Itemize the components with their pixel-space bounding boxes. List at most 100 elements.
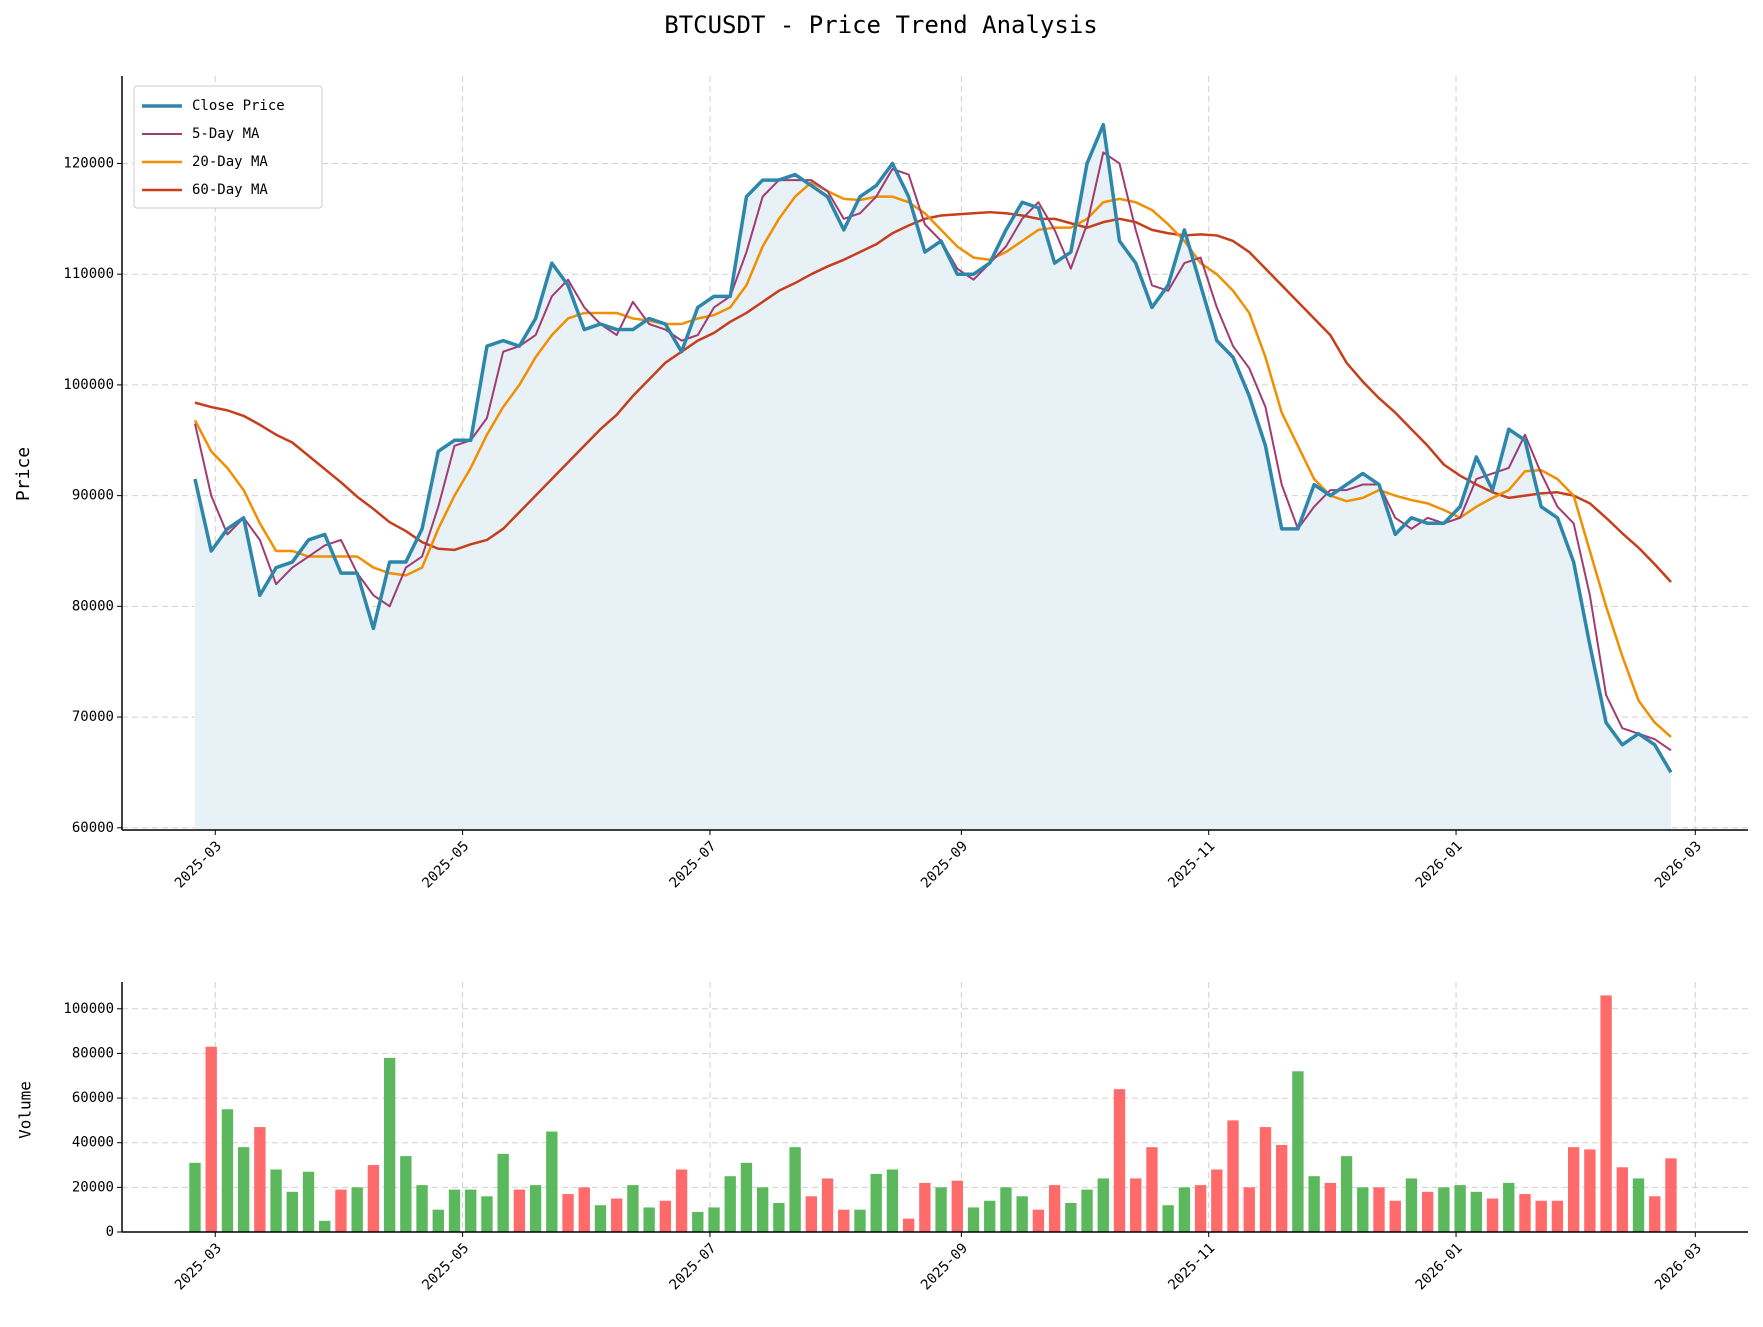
volume-bar <box>513 1189 526 1232</box>
volume-bar <box>383 1057 396 1232</box>
y-tick-label: 60000 <box>72 1090 114 1106</box>
volume-bar <box>432 1209 444 1232</box>
x-tick-label: 2025-03 <box>172 1240 225 1293</box>
volume-bar <box>529 1185 542 1232</box>
volume-bar <box>1357 1187 1369 1232</box>
volume-bar <box>627 1185 639 1232</box>
x-tick-label: 2025-07 <box>667 1240 720 1293</box>
volume-bar <box>1470 1191 1483 1232</box>
x-tick-label: 2025-09 <box>918 838 971 891</box>
volume-bar <box>1389 1200 1401 1232</box>
volume-bar <box>465 1189 477 1232</box>
y-tick-label: 40000 <box>72 1135 114 1151</box>
volume-bar <box>805 1196 818 1232</box>
volume-bar <box>1032 1209 1045 1232</box>
volume-bar <box>189 1162 201 1232</box>
volume-bar <box>546 1131 558 1232</box>
volume-bar <box>302 1171 315 1232</box>
y-tick-label: 60000 <box>72 820 114 836</box>
volume-bar <box>951 1180 963 1232</box>
volume-bar <box>659 1200 672 1232</box>
volume-bar <box>1632 1178 1645 1232</box>
volume-bar <box>1065 1202 1077 1232</box>
volume-bar <box>984 1200 996 1232</box>
legend-label: 5-Day MA <box>192 126 260 142</box>
volume-bar <box>1373 1187 1385 1232</box>
volume-bar <box>1276 1144 1288 1232</box>
volume-bar <box>1600 995 1612 1232</box>
volume-bar <box>821 1178 834 1232</box>
volume-bar <box>773 1202 785 1232</box>
series-line <box>193 181 1672 738</box>
volume-bar <box>1454 1185 1466 1232</box>
x-tick-label: 2025-09 <box>918 1240 971 1293</box>
volume-bar <box>1113 1089 1126 1232</box>
volume-bar <box>1227 1120 1239 1232</box>
volume-bar <box>481 1196 493 1232</box>
series-line <box>193 122 1673 774</box>
volume-bar <box>1081 1189 1093 1232</box>
legend-box <box>133 85 323 209</box>
volume-bar <box>789 1147 801 1232</box>
volume-bar <box>562 1194 574 1232</box>
volume-bar <box>594 1205 607 1232</box>
volume-bar <box>221 1109 234 1232</box>
volume-bar <box>1308 1176 1320 1232</box>
volume-bar <box>838 1209 850 1232</box>
volume-bar <box>1194 1185 1207 1232</box>
volume-bar <box>935 1187 947 1232</box>
volume-bar <box>1130 1178 1142 1232</box>
volume-bar <box>1665 1158 1677 1232</box>
x-tick-label: 2026-01 <box>1413 838 1466 891</box>
x-tick-label: 2025-11 <box>1165 1240 1218 1293</box>
volume-bar <box>351 1187 363 1232</box>
volume-bar <box>1162 1205 1174 1232</box>
volume-bar <box>497 1153 509 1232</box>
volume-bar <box>1519 1194 1531 1232</box>
x-tick-label: 2025-11 <box>1165 838 1218 891</box>
volume-bar <box>367 1165 380 1232</box>
legend-label: 60-Day MA <box>192 182 268 198</box>
volume-bar <box>1551 1200 1564 1232</box>
volume-bar <box>1016 1196 1028 1232</box>
volume-bar <box>692 1211 704 1232</box>
volume-bar <box>1616 1167 1628 1232</box>
x-tick-label: 2026-03 <box>1652 838 1705 891</box>
volume-bar <box>1405 1178 1418 1232</box>
volume-bar <box>675 1169 688 1232</box>
volume-bar <box>400 1156 412 1232</box>
volume-bar <box>205 1046 217 1232</box>
volume-bar <box>1438 1187 1450 1232</box>
volume-bar <box>1259 1127 1272 1232</box>
y-tick-label: 80000 <box>72 1045 114 1061</box>
x-tick-label: 2025-05 <box>419 1240 472 1293</box>
volume-bar <box>1421 1191 1434 1232</box>
y-tick-label: 120000 <box>63 155 114 171</box>
volume-bar <box>708 1207 720 1232</box>
volume-bar <box>1340 1156 1353 1232</box>
volume-bar <box>724 1176 736 1232</box>
volume-bar <box>1649 1196 1661 1232</box>
volume-bar <box>967 1207 980 1232</box>
volume-bar <box>902 1218 915 1232</box>
volume-bar <box>643 1207 655 1232</box>
volume-bar <box>1211 1169 1223 1232</box>
volume-bar <box>1292 1071 1304 1232</box>
volume-bar <box>416 1185 428 1232</box>
volume-bar <box>1503 1182 1515 1232</box>
series-line <box>194 151 1672 752</box>
volume-bar <box>1097 1178 1109 1232</box>
chart-title: BTCUSDT - Price Trend Analysis <box>664 11 1097 39</box>
y-tick-label: 80000 <box>72 598 114 614</box>
volume-bar <box>1486 1198 1499 1232</box>
volume-bar <box>319 1220 331 1232</box>
volume-bar <box>237 1147 250 1232</box>
y-tick-label: 100000 <box>63 1001 114 1017</box>
y-tick-label: 20000 <box>72 1179 114 1195</box>
volume-bar <box>254 1127 266 1232</box>
volume-bar <box>1324 1182 1337 1232</box>
legend-label: 20-Day MA <box>192 154 268 170</box>
volume-bar <box>578 1187 590 1232</box>
x-tick-label: 2025-03 <box>172 838 225 891</box>
x-tick-label: 2025-07 <box>667 838 720 891</box>
